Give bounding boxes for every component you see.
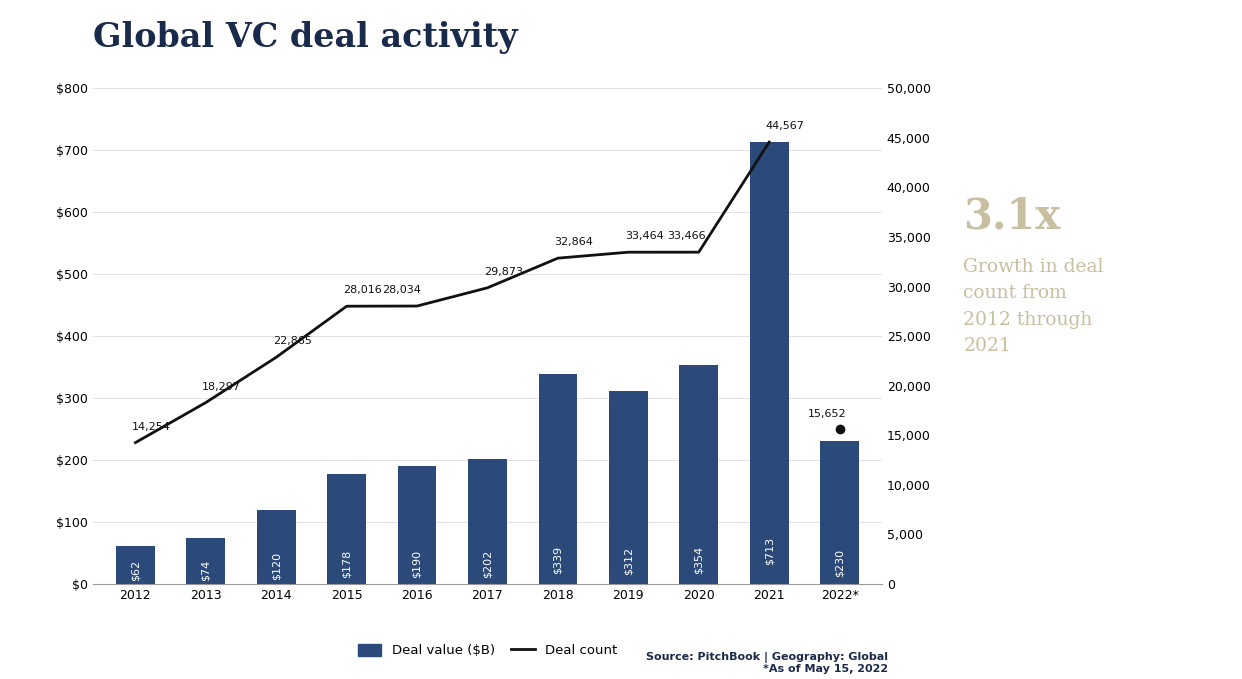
Text: 33,466: 33,466 (667, 232, 705, 241)
Bar (539, 374, 578, 584)
Bar (186, 538, 225, 584)
Text: $190: $190 (412, 550, 422, 578)
Text: $62: $62 (130, 560, 140, 581)
Text: 3.1x: 3.1x (964, 196, 1061, 238)
Text: $230: $230 (835, 549, 845, 577)
Text: 32,864: 32,864 (554, 237, 594, 247)
Text: 33,464: 33,464 (625, 232, 663, 241)
Bar (397, 466, 436, 584)
Text: Global VC deal activity: Global VC deal activity (93, 21, 518, 54)
Legend: Deal value ($B), Deal count: Deal value ($B), Deal count (351, 638, 623, 664)
Bar (679, 365, 718, 584)
Bar (820, 441, 859, 584)
Bar (750, 142, 789, 584)
Text: 28,034: 28,034 (381, 285, 421, 295)
Bar (257, 509, 296, 584)
Text: 29,873: 29,873 (484, 267, 523, 277)
Text: Growth in deal
count from
2012 through
2021: Growth in deal count from 2012 through 2… (964, 258, 1104, 355)
Text: 14,254: 14,254 (132, 422, 170, 432)
Text: $713: $713 (764, 537, 774, 565)
Text: 22,865: 22,865 (273, 336, 312, 346)
Bar (328, 474, 366, 584)
Text: Source: PitchBook | Geography: Global
*As of May 15, 2022: Source: PitchBook | Geography: Global *A… (646, 652, 888, 674)
Text: $312: $312 (623, 547, 633, 575)
Text: $354: $354 (694, 546, 704, 574)
Text: 18,297: 18,297 (202, 382, 241, 392)
Text: $178: $178 (342, 550, 351, 579)
Bar (116, 545, 155, 584)
Text: $202: $202 (482, 549, 493, 578)
Text: $120: $120 (271, 551, 281, 580)
Text: $339: $339 (553, 546, 563, 574)
Bar (609, 390, 647, 584)
Text: 15,652: 15,652 (809, 409, 847, 419)
Text: 28,016: 28,016 (343, 285, 381, 295)
Text: $74: $74 (201, 559, 211, 581)
Bar (468, 459, 507, 584)
Text: 44,567: 44,567 (765, 122, 805, 131)
